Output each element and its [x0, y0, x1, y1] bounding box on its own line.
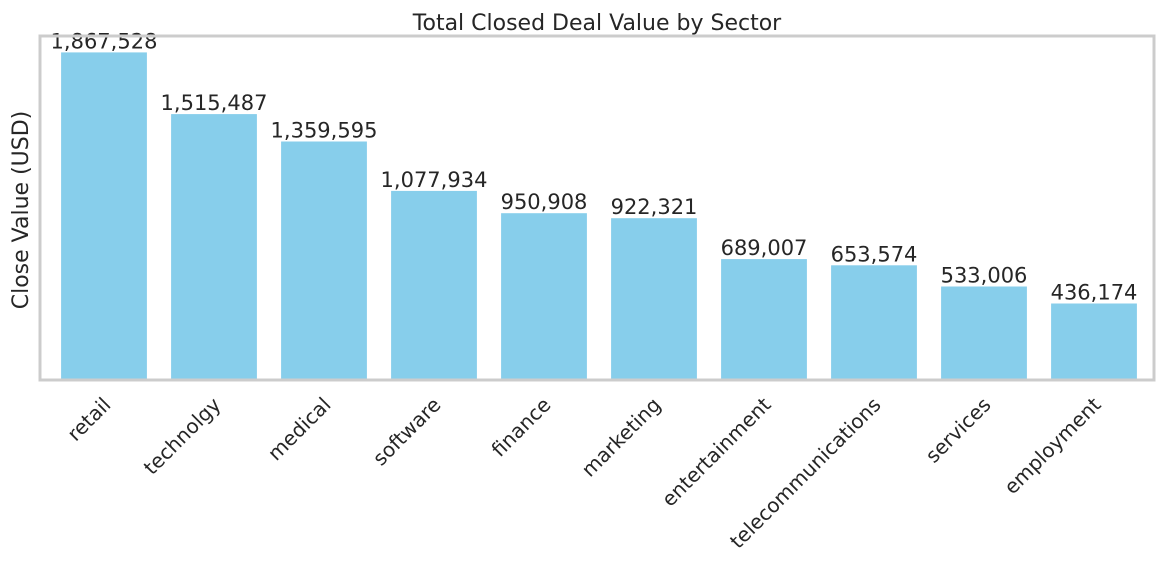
bar-entertainment	[721, 259, 807, 380]
x-tick-label-employment: employment	[999, 392, 1105, 498]
bar-finance	[501, 213, 587, 380]
bar-retail	[61, 52, 147, 381]
bar-employment	[1051, 303, 1137, 380]
y-axis-label: Close Value (USD)	[9, 111, 34, 310]
x-tick-label-entertainment: entertainment	[657, 392, 776, 511]
bar-marketing	[611, 218, 697, 380]
bar-technolgy	[171, 114, 257, 380]
x-tick-label-services: services	[921, 393, 996, 468]
value-label-medical: 1,359,595	[271, 119, 378, 143]
x-tick-label-finance: finance	[487, 393, 556, 462]
value-label-services: 533,006	[941, 264, 1028, 288]
plot-frame	[38, 34, 1156, 382]
bar-medical	[281, 141, 367, 380]
bar-software	[391, 190, 477, 380]
x-tick-label-retail: retail	[62, 393, 115, 446]
value-label-marketing: 922,321	[611, 195, 698, 219]
value-label-technolgy: 1,515,487	[161, 91, 268, 115]
chart-title: Total Closed Deal Value by Sector	[412, 11, 782, 36]
x-tick-label-software: software	[368, 393, 446, 471]
x-tick-label-marketing: marketing	[577, 393, 666, 482]
x-tick-label-technolgy: technolgy	[139, 392, 226, 479]
value-label-telecommunications: 653,574	[831, 242, 918, 266]
value-label-employment: 436,174	[1051, 281, 1138, 305]
bar-telecommunications	[831, 265, 917, 380]
value-label-software: 1,077,934	[381, 168, 488, 192]
x-tick-labels: retail technolgy medical software finance mar…	[62, 392, 1105, 553]
bars-layer	[61, 52, 1137, 381]
value-label-retail: 1,867,528	[51, 29, 158, 53]
bar-services	[941, 286, 1027, 380]
x-tick-label-medical: medical	[263, 393, 336, 466]
value-label-entertainment: 689,007	[721, 236, 808, 260]
value-label-finance: 950,908	[501, 190, 588, 214]
